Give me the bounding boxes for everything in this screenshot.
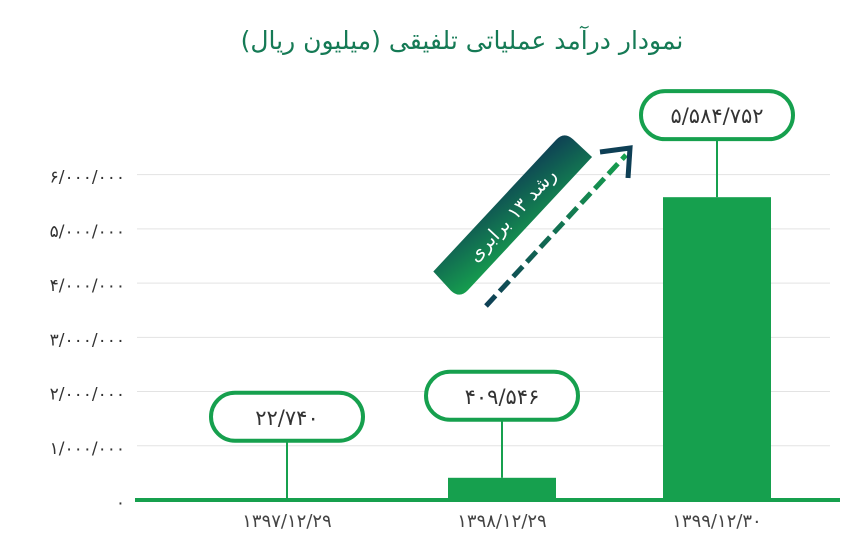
growth-arrow xyxy=(484,153,628,308)
value-bubble xyxy=(639,89,795,142)
x-tick-label: ۱۳۹۸/۱۲/۲۹ xyxy=(457,511,546,532)
value-label: ۴۰۹/۵۴۶ xyxy=(465,385,540,409)
arrow-head xyxy=(599,145,633,179)
marks: ۲۲/۷۴۰ ۴۰۹/۵۴۶ ۵/۵۸۴/۷۵۲ xyxy=(209,89,795,500)
y-tick-label: ۶/۰۰۰/۰۰۰ xyxy=(50,168,125,188)
value-bubble xyxy=(424,369,580,422)
value-label: ۲۲/۷۴۰ xyxy=(255,406,318,430)
x-tick-label: ۱۳۹۹/۱۲/۳۰ xyxy=(672,511,761,532)
value-label: ۵/۵۸۴/۷۵۲ xyxy=(670,104,763,128)
y-tick-label: ۲/۰۰۰/۰۰۰ xyxy=(50,385,125,405)
annotation: رشد ۱۳ برابری xyxy=(464,164,561,266)
banner-shape xyxy=(433,135,593,295)
x-tick-label: ۱۳۹۷/۱۲/۲۹ xyxy=(242,511,331,532)
chart-title: نمودار درآمد عملیاتی تلفیقی (میلیون ریال… xyxy=(241,25,684,55)
bar xyxy=(448,477,556,500)
y-tick-label: ۰ xyxy=(116,493,125,513)
y-tick-label: ۱/۰۰۰/۰۰۰ xyxy=(50,439,125,459)
y-tick-label: ۵/۰۰۰/۰۰۰ xyxy=(50,222,125,242)
y-tick-label: ۴/۰۰۰/۰۰۰ xyxy=(50,276,125,296)
y-tick-label: ۳/۰۰۰/۰۰۰ xyxy=(50,330,125,350)
bar xyxy=(663,197,771,500)
value-bubble xyxy=(209,390,365,443)
